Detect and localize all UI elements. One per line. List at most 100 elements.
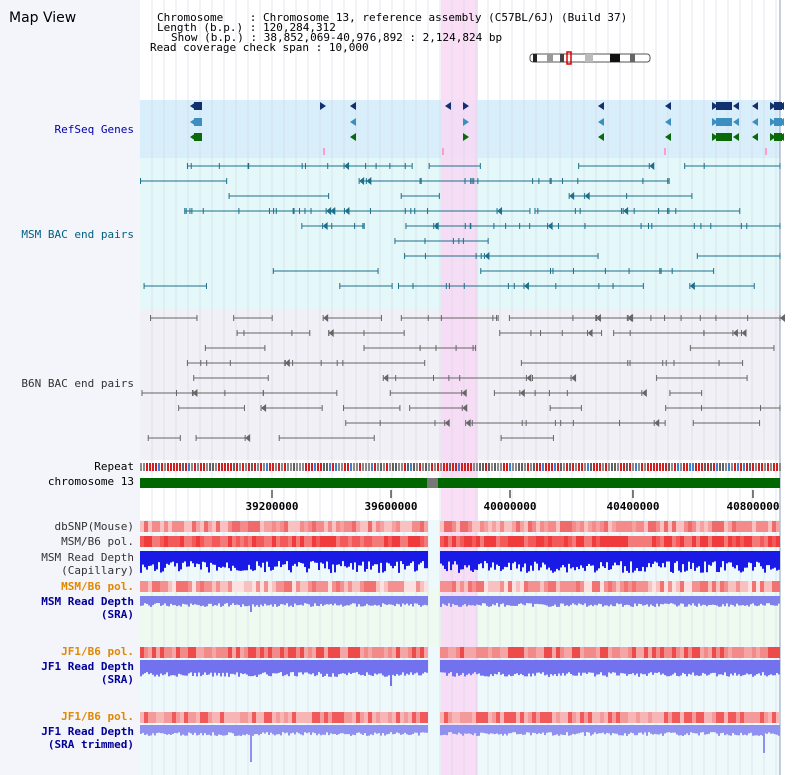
refseq-gene-mark bbox=[712, 118, 718, 126]
jf1-b6-pol-2-heat bbox=[216, 712, 220, 723]
jf1-depth-trimmed-bar bbox=[536, 725, 538, 735]
msm-depth-capillary-bar bbox=[592, 551, 594, 566]
repeat-mark bbox=[560, 463, 562, 471]
msm-depth-sra-bar bbox=[634, 596, 636, 604]
msm-depth-capillary-bar bbox=[276, 551, 278, 567]
dbsnp-heat bbox=[700, 521, 704, 532]
refseq-marker bbox=[664, 148, 666, 155]
msm-depth-capillary-bar bbox=[488, 551, 490, 571]
jf1-depth-sra-bar bbox=[158, 660, 160, 677]
msm-depth-capillary-bar bbox=[246, 551, 248, 571]
msm-depth-capillary-bar bbox=[210, 551, 212, 563]
repeat-mark bbox=[728, 463, 730, 471]
msm-b6-pol-heat bbox=[324, 536, 328, 547]
msm-b6-pol-2-heat bbox=[160, 581, 164, 592]
msm-depth-sra-bar bbox=[718, 596, 720, 607]
track-label-b6n-bac[interactable]: B6N BAC end pairs bbox=[21, 377, 134, 390]
msm-depth-sra-bar bbox=[314, 596, 316, 604]
jf1-depth-sra-bar bbox=[758, 660, 760, 674]
dbsnp-heat bbox=[324, 521, 328, 532]
jf1-b6-pol-heat bbox=[724, 647, 728, 658]
jf1-depth-sra-bar bbox=[150, 660, 152, 674]
jf1-depth-sra-bar bbox=[412, 660, 414, 675]
jf1-depth-sra-bar bbox=[454, 660, 456, 677]
msm-depth-sra-bar bbox=[676, 596, 678, 607]
repeat-mark bbox=[485, 463, 487, 471]
jf1-depth-sra-bar bbox=[178, 660, 180, 674]
jf1-depth-sra-bar bbox=[728, 660, 730, 677]
msm-depth-capillary-bar bbox=[426, 551, 428, 569]
msm-depth-sra-bar bbox=[768, 596, 770, 604]
msm-depth-capillary-bar bbox=[702, 551, 704, 573]
jf1-depth-sra-bar bbox=[592, 660, 594, 673]
msm-b6-pol-heat bbox=[388, 536, 392, 547]
jf1-b6-pol-heat bbox=[716, 647, 720, 658]
msm-b6-pol-heat bbox=[380, 536, 384, 547]
jf1-b6-pol-heat bbox=[656, 647, 660, 658]
repeat-mark bbox=[455, 463, 457, 471]
msm-depth-sra-bar bbox=[452, 596, 454, 604]
msm-depth-capillary-bar bbox=[330, 551, 332, 573]
dbsnp-heat bbox=[608, 521, 612, 532]
msm-depth-sra-bar bbox=[212, 596, 214, 607]
repeat-mark bbox=[680, 463, 682, 471]
jf1-depth-trimmed-bar bbox=[650, 725, 652, 734]
msm-depth-sra-bar bbox=[172, 596, 174, 606]
msm-depth-sra-bar bbox=[288, 596, 290, 607]
msm-depth-sra-bar bbox=[142, 596, 144, 606]
msm-depth-sra-bar bbox=[338, 596, 340, 606]
msm-depth-capillary-bar bbox=[724, 551, 726, 571]
msm-depth-capillary-bar bbox=[156, 551, 158, 570]
jf1-b6-pol-2-heat bbox=[712, 712, 716, 723]
msm-depth-sra-bar bbox=[388, 596, 390, 605]
jf1-depth-trimmed-bar bbox=[548, 725, 550, 733]
jf1-depth-sra-bar bbox=[174, 660, 176, 676]
jf1-b6-pol-heat bbox=[524, 647, 528, 658]
jf1-depth-sra-bar bbox=[250, 660, 252, 677]
jf1-depth-trimmed-bar bbox=[216, 725, 218, 736]
msm-depth-sra-bar bbox=[168, 596, 170, 607]
jf1-b6-pol-2-heat bbox=[696, 712, 700, 723]
jf1-b6-pol-2-heat bbox=[760, 712, 764, 723]
jf1-depth-trimmed-bar bbox=[200, 725, 202, 734]
jf1-depth-trimmed-bar bbox=[368, 725, 370, 736]
msm-b6-pol-2-heat bbox=[156, 581, 160, 592]
track-label-refseq[interactable]: RefSeq Genes bbox=[54, 123, 134, 136]
msm-b6-pol-2-heat bbox=[284, 581, 288, 592]
msm-b6-pol-heat bbox=[672, 536, 676, 547]
msm-depth-sra-bar bbox=[662, 596, 664, 605]
msm-depth-capillary-bar bbox=[708, 551, 710, 565]
msm-b6-pol-heat bbox=[168, 536, 172, 547]
jf1-depth-trimmed-bar bbox=[776, 725, 778, 735]
track-label-msm-bac[interactable]: MSM BAC end pairs bbox=[21, 228, 134, 241]
msm-depth-sra-bar bbox=[684, 596, 686, 607]
msm-depth-capillary-bar bbox=[570, 551, 572, 569]
jf1-depth-trimmed-bar bbox=[346, 725, 348, 735]
repeat-mark bbox=[302, 463, 304, 471]
msm-b6-pol-2-heat bbox=[680, 581, 684, 592]
msm-b6-pol-heat bbox=[752, 536, 756, 547]
jf1-depth-sra-bar bbox=[486, 660, 488, 677]
msm-b6-pol-2-heat bbox=[376, 581, 380, 592]
msm-depth-capillary-bar bbox=[282, 551, 284, 565]
msm-depth-sra-bar bbox=[254, 596, 256, 607]
jf1-depth-sra-bar bbox=[558, 660, 560, 674]
jf1-depth-sra-bar bbox=[680, 660, 682, 676]
jf1-depth-sra-bar bbox=[296, 660, 298, 677]
msm-depth-capillary-bar bbox=[152, 551, 154, 565]
msm-depth-sra-bar bbox=[398, 596, 400, 605]
jf1-depth-sra-bar bbox=[220, 660, 222, 677]
jf1-depth-trimmed-bar bbox=[656, 725, 658, 735]
msm-depth-sra-bar bbox=[632, 596, 634, 607]
jf1-b6-pol-heat bbox=[760, 647, 764, 658]
dbsnp-heat bbox=[576, 521, 580, 532]
jf1-b6-pol-2-heat bbox=[308, 712, 312, 723]
msm-depth-sra-bar bbox=[610, 596, 612, 605]
b6n-bac-pair-arrow bbox=[780, 314, 785, 322]
msm-b6-pol-heat bbox=[308, 536, 312, 547]
msm-depth-sra-bar bbox=[226, 596, 228, 604]
jf1-depth-trimmed-bar bbox=[662, 725, 664, 736]
jf1-depth-sra-bar bbox=[682, 660, 684, 673]
